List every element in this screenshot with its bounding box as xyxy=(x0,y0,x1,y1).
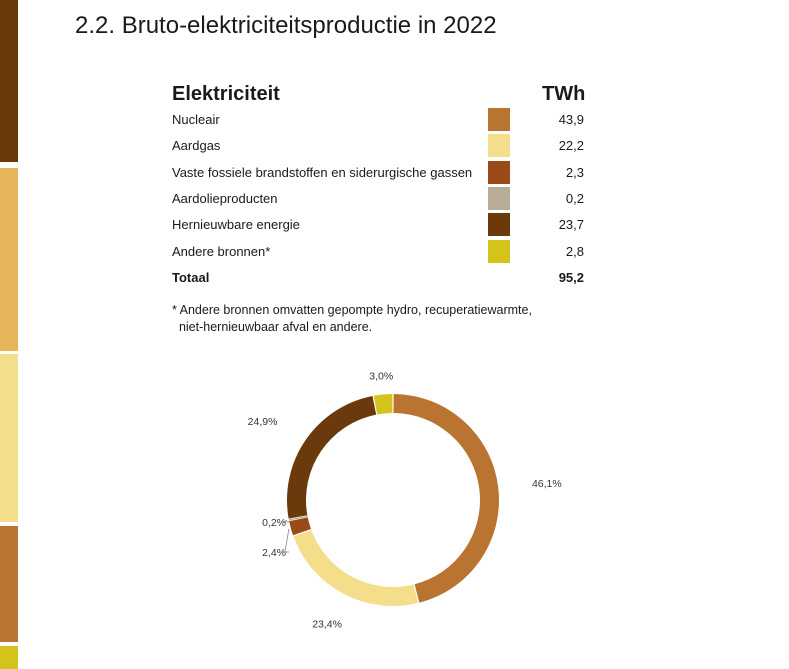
donut-slice xyxy=(393,394,499,603)
slice-label: 24,9% xyxy=(248,416,278,428)
row-label: Hernieuwbare energie xyxy=(172,217,300,232)
slice-label: 46,1% xyxy=(532,478,562,490)
slice-label: 3,0% xyxy=(369,371,393,383)
table-row: Andere bronnen* 2,8 xyxy=(172,240,584,266)
row-value: 22,2 xyxy=(558,138,584,153)
side-stripe-gold xyxy=(0,168,18,351)
donut-slice xyxy=(287,395,377,519)
side-stripe-yellow-green xyxy=(0,646,18,669)
donut-slice xyxy=(293,529,419,606)
color-swatch xyxy=(488,213,510,236)
color-swatch xyxy=(488,108,510,131)
row-value: 2,3 xyxy=(565,165,584,180)
row-label: Andere bronnen* xyxy=(172,244,271,259)
table-header-unit: TWh xyxy=(542,83,586,105)
donut-slice xyxy=(373,394,393,415)
color-swatch xyxy=(488,187,510,210)
page-title: 2.2. Bruto-elektriciteitsproductie in 20… xyxy=(75,12,497,39)
color-swatch xyxy=(488,134,510,157)
row-label: Aardolieproducten xyxy=(172,191,278,206)
label-leader-line xyxy=(282,519,289,523)
total-value: 95,2 xyxy=(558,270,584,285)
donut-slice xyxy=(289,517,311,536)
table-row: Hernieuwbare energie 23,7 xyxy=(172,213,584,239)
row-value: 0,2 xyxy=(565,191,584,206)
table-row: Nucleair 43,9 xyxy=(172,108,584,134)
row-label: Nucleair xyxy=(172,112,220,127)
side-stripe-brown xyxy=(0,526,18,642)
row-value: 2,8 xyxy=(565,244,584,259)
slice-label: 0,2% xyxy=(262,517,286,529)
total-label: Totaal xyxy=(172,270,210,285)
row-value: 23,7 xyxy=(558,217,584,232)
label-leader-line xyxy=(284,528,290,553)
side-stripe-dark-brown xyxy=(0,0,18,162)
table-row: Vaste fossiele brandstoffen en siderurgi… xyxy=(172,161,584,187)
slice-label: 23,4% xyxy=(312,619,342,631)
table-total-row: Totaal 95,2 xyxy=(172,266,584,292)
donut-slice xyxy=(288,515,308,521)
side-stripe-light-yellow xyxy=(0,354,18,522)
row-value: 43,9 xyxy=(558,112,584,127)
color-swatch xyxy=(488,161,510,184)
row-label: Vaste fossiele brandstoffen en siderurgi… xyxy=(172,165,473,180)
slice-label: 2,4% xyxy=(262,547,286,559)
table-header-label: Elektriciteit xyxy=(172,83,280,105)
row-label: Aardgas xyxy=(172,138,221,153)
table-row: Aardgas 22,2 xyxy=(172,134,584,160)
table-row: Aardolieproducten 0,2 xyxy=(172,187,584,213)
color-swatch xyxy=(488,240,510,263)
footnote: * Andere bronnen omvatten gepompte hydro… xyxy=(172,303,532,334)
